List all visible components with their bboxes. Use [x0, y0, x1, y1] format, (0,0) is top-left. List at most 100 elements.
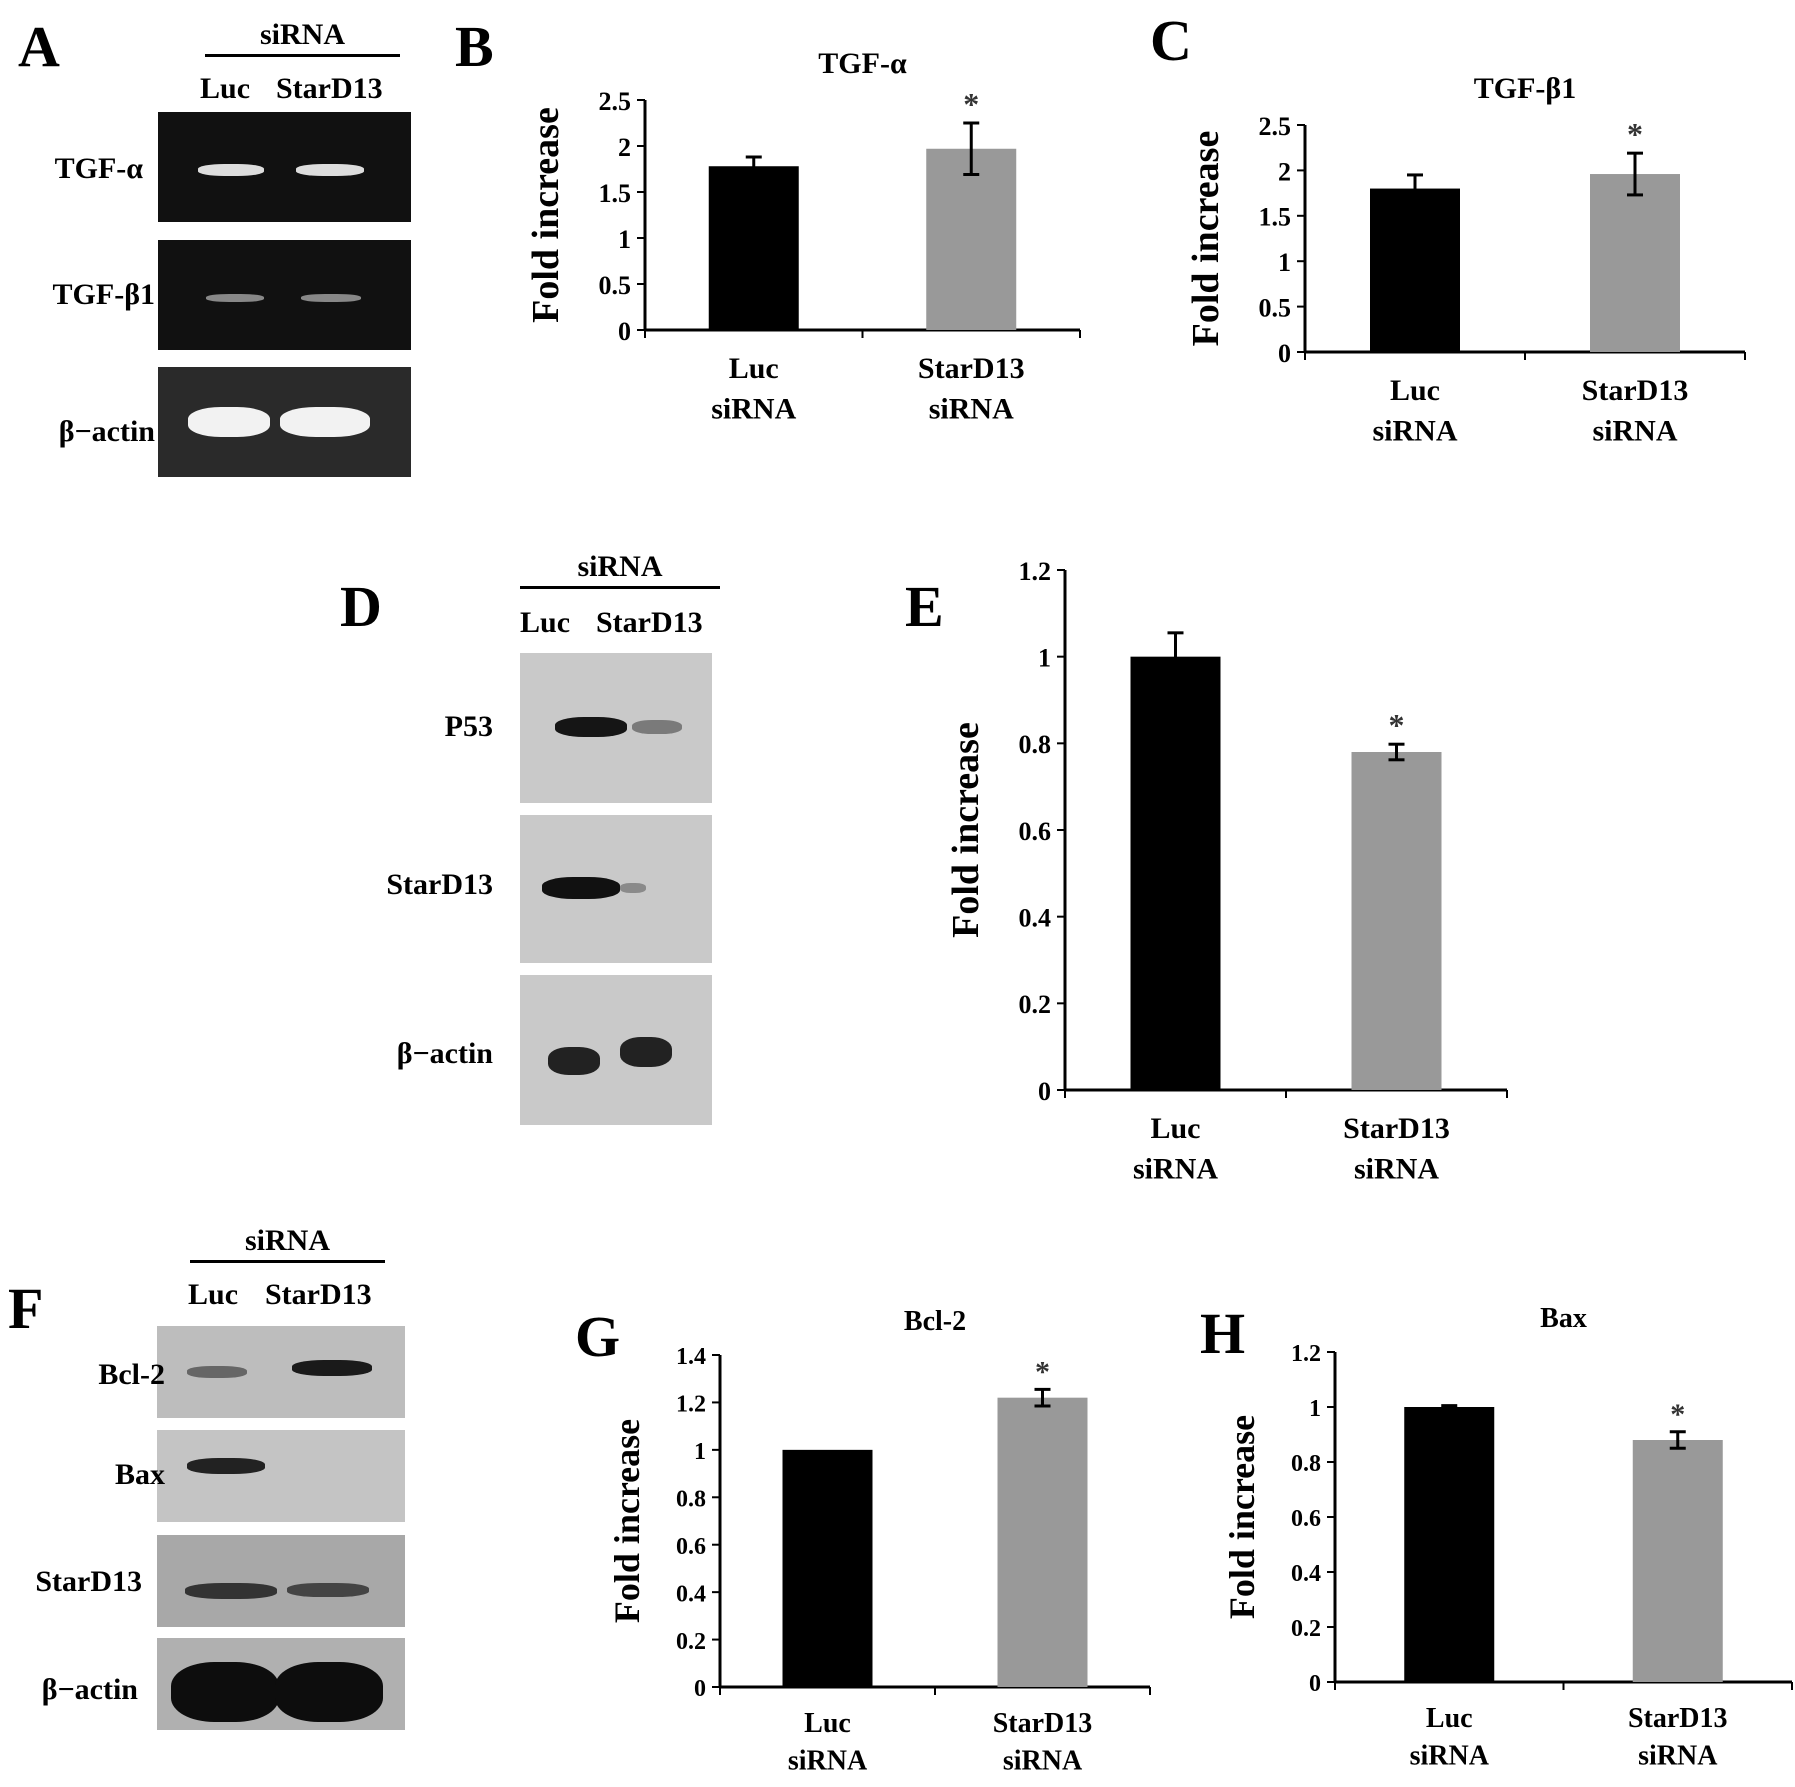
category-label: Luc — [1390, 374, 1440, 407]
y-tick-label: 0.4 — [1019, 904, 1052, 933]
band — [620, 883, 646, 893]
band — [187, 1366, 247, 1378]
gel-a-tgfb1-blot — [158, 240, 411, 350]
chart-title: Bcl-2 — [904, 1306, 966, 1337]
band — [296, 164, 364, 176]
y-tick-label: 0.4 — [1291, 1561, 1321, 1587]
gel-d-stard13-blot — [520, 815, 712, 963]
gel-d-header-label: siRNA — [520, 550, 720, 589]
y-tick-label: 0.8 — [676, 1487, 706, 1513]
bar — [926, 148, 1017, 330]
y-tick-label: 2 — [618, 133, 631, 162]
bar — [997, 1397, 1088, 1687]
gel-a-row-tgfa: TGF-α — [54, 152, 143, 185]
y-tick-label: 0.5 — [1259, 294, 1292, 323]
band — [632, 720, 682, 734]
band — [187, 1458, 265, 1474]
category-label: siRNA — [1372, 415, 1457, 448]
chart-title: TGF-β1 — [1474, 72, 1576, 105]
y-tick-label: 1.2 — [1291, 1341, 1321, 1367]
y-axis-label: Fold increase — [525, 107, 567, 323]
y-axis-label: Fold increase — [607, 1419, 647, 1623]
y-tick-label: 0.2 — [1019, 990, 1052, 1019]
y-tick-label: 1 — [1278, 248, 1291, 277]
panel-label-c: C — [1150, 8, 1192, 73]
category-label: siRNA — [1133, 1153, 1218, 1186]
y-tick-label: 1.2 — [1019, 557, 1052, 586]
category-label: Luc — [1426, 1703, 1473, 1734]
y-axis-label: Fold increase — [1222, 1415, 1262, 1619]
gel-f-row-bax: Bax — [114, 1458, 165, 1491]
gel-a-lane-stard13: StarD13 — [276, 72, 383, 105]
band — [198, 164, 264, 176]
gel-f-lane-luc: Luc — [188, 1278, 239, 1311]
significance-mark: * — [1627, 116, 1643, 152]
band — [275, 1662, 383, 1722]
band — [280, 407, 370, 437]
gel-a-lane-luc: Luc — [200, 72, 251, 105]
category-label: Luc — [804, 1708, 851, 1739]
band — [548, 1047, 600, 1075]
category-label: siRNA — [1410, 1741, 1490, 1772]
y-tick-label: 0.2 — [676, 1629, 706, 1655]
gel-a-header: siRNA — [205, 18, 400, 57]
y-tick-label: 2.5 — [599, 87, 632, 116]
y-tick-label: 0.5 — [599, 271, 632, 300]
gel-d-row-stard13: StarD13 — [386, 868, 493, 901]
category-label: siRNA — [788, 1746, 868, 1777]
category-label: Luc — [729, 352, 779, 385]
y-tick-label: 1 — [1309, 1396, 1321, 1422]
bar — [1351, 752, 1442, 1090]
y-tick-label: 0 — [1309, 1671, 1321, 1697]
category-label: StarD13 — [1582, 374, 1689, 407]
category-label: StarD13 — [993, 1708, 1093, 1739]
gel-d-row-actin: β−actin — [396, 1037, 493, 1070]
y-tick-label: 2 — [1278, 157, 1291, 186]
band — [292, 1360, 372, 1376]
significance-mark: * — [963, 86, 979, 122]
category-label: siRNA — [1638, 1741, 1718, 1772]
y-tick-label: 1.5 — [1259, 203, 1292, 232]
bar — [1370, 188, 1460, 352]
chart-title: TGF-α — [818, 47, 907, 80]
y-tick-label: 1.2 — [676, 1392, 706, 1418]
band — [555, 717, 627, 737]
gel-d-p53-blot — [520, 653, 712, 803]
gel-f-row-actin: β−actin — [41, 1673, 138, 1706]
y-tick-label: 1 — [694, 1439, 706, 1465]
band — [171, 1662, 279, 1722]
panel-label-e: E — [905, 574, 944, 639]
bar — [1590, 174, 1680, 352]
y-tick-label: 0 — [1278, 339, 1291, 368]
y-tick-label: 0.2 — [1291, 1616, 1321, 1642]
category-label: StarD13 — [1628, 1703, 1728, 1734]
gel-f-bax-blot — [157, 1430, 405, 1522]
band — [206, 294, 264, 302]
gel-f-bcl2-blot — [157, 1326, 405, 1418]
y-tick-label: 0.8 — [1019, 730, 1052, 759]
y-tick-label: 0 — [1038, 1077, 1051, 1106]
category-label: siRNA — [1354, 1153, 1439, 1186]
gel-f-actin-blot — [157, 1638, 405, 1730]
gel-a-row-tgfb1: TGF-β1 — [52, 278, 155, 311]
gel-a-tgfa-blot — [158, 112, 411, 222]
gel-f-header: siRNA — [190, 1224, 385, 1263]
y-tick-label: 0.8 — [1291, 1451, 1321, 1477]
chart-title: Bax — [1540, 1303, 1587, 1334]
gel-a-actin-blot — [158, 367, 411, 477]
category-label: Luc — [1150, 1112, 1200, 1145]
category-label: siRNA — [1592, 415, 1677, 448]
bar — [1404, 1407, 1495, 1682]
significance-mark: * — [1670, 1398, 1685, 1431]
band — [301, 294, 361, 302]
gel-d-row-p53: P53 — [444, 710, 493, 743]
band — [542, 877, 620, 899]
y-tick-label: 0.6 — [1291, 1506, 1321, 1532]
gel-f-row-bcl2: Bcl-2 — [98, 1358, 165, 1391]
bar — [1632, 1440, 1723, 1682]
panel-label-b: B — [455, 14, 494, 79]
gel-d-actin-blot — [520, 975, 712, 1125]
